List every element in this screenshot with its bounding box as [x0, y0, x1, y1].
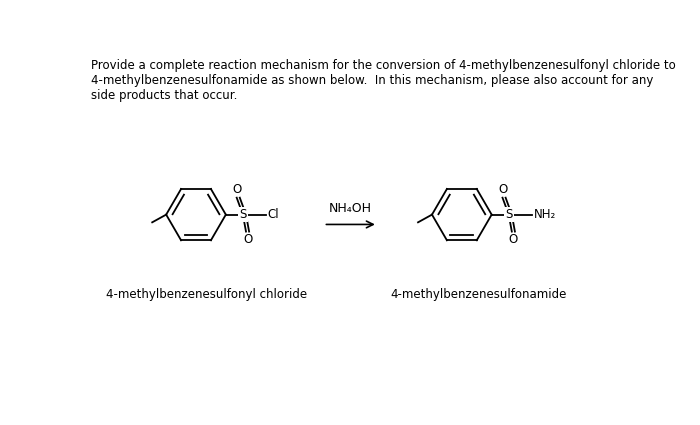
Text: 4-methylbenzenesulfonyl chloride: 4-methylbenzenesulfonyl chloride	[106, 288, 307, 301]
Text: Cl: Cl	[267, 208, 279, 221]
Text: NH₂: NH₂	[533, 208, 556, 221]
Text: O: O	[498, 183, 507, 196]
Text: S: S	[505, 208, 512, 221]
Text: NH₄OH: NH₄OH	[329, 202, 372, 215]
Text: 4-methylbenzenesulfonamide: 4-methylbenzenesulfonamide	[390, 288, 566, 301]
Text: S: S	[239, 208, 246, 221]
Text: O: O	[509, 233, 518, 246]
Text: O: O	[232, 183, 241, 196]
Text: Provide a complete reaction mechanism for the conversion of 4-methylbenzenesulfo: Provide a complete reaction mechanism fo…	[92, 59, 676, 102]
Text: O: O	[243, 233, 252, 246]
